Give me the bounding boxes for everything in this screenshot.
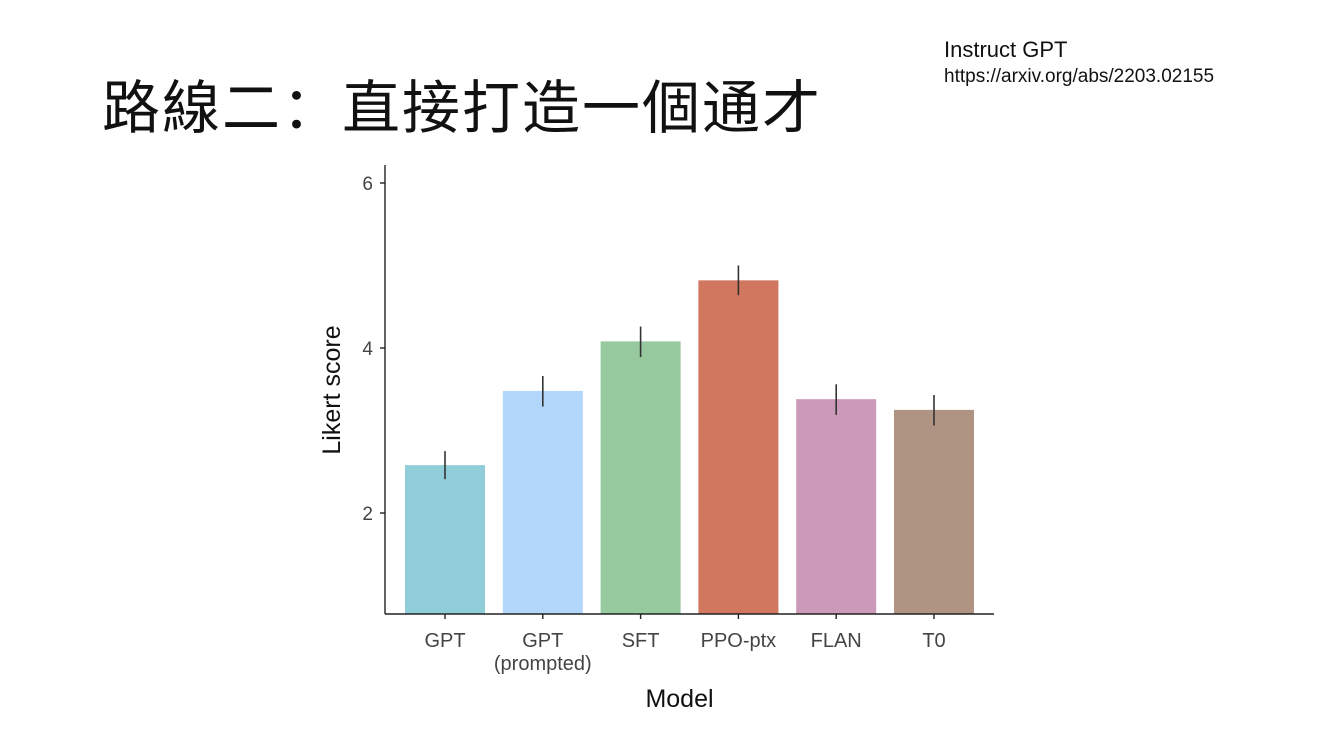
x-axis-title: Model [645,685,713,713]
x-tick-label-1: GPT [522,630,563,652]
x-tick-label-4: FLAN [811,630,862,652]
bar-1 [502,390,583,614]
y-tick-label-1: 4 [362,339,373,360]
y-tick-label-2: 6 [362,174,373,195]
y-axis-title: Likert score [318,325,346,454]
x-tick-label-5: T0 [922,630,945,652]
y-tick-label-0: 2 [362,504,373,525]
x-tick-label-1-line-1: (prompted) [494,653,592,675]
reference-url: https://arxiv.org/abs/2203.02155 [944,66,1215,87]
x-tick-label-0: GPT [424,630,465,652]
bar-0 [405,465,485,614]
bar-5 [894,409,974,614]
reference-block: Instruct GPT https://arxiv.org/abs/2203.… [944,36,1214,90]
x-tick-label-3: PPO-ptx [701,630,777,652]
reference-title: Instruct GPT [944,37,1068,62]
x-tick-label-2: SFT [622,630,660,652]
bar-2 [600,341,681,614]
bar-3 [698,280,779,614]
bar-4 [796,399,877,614]
slide-title: 路線二：直接打造一個通才 [102,74,823,142]
